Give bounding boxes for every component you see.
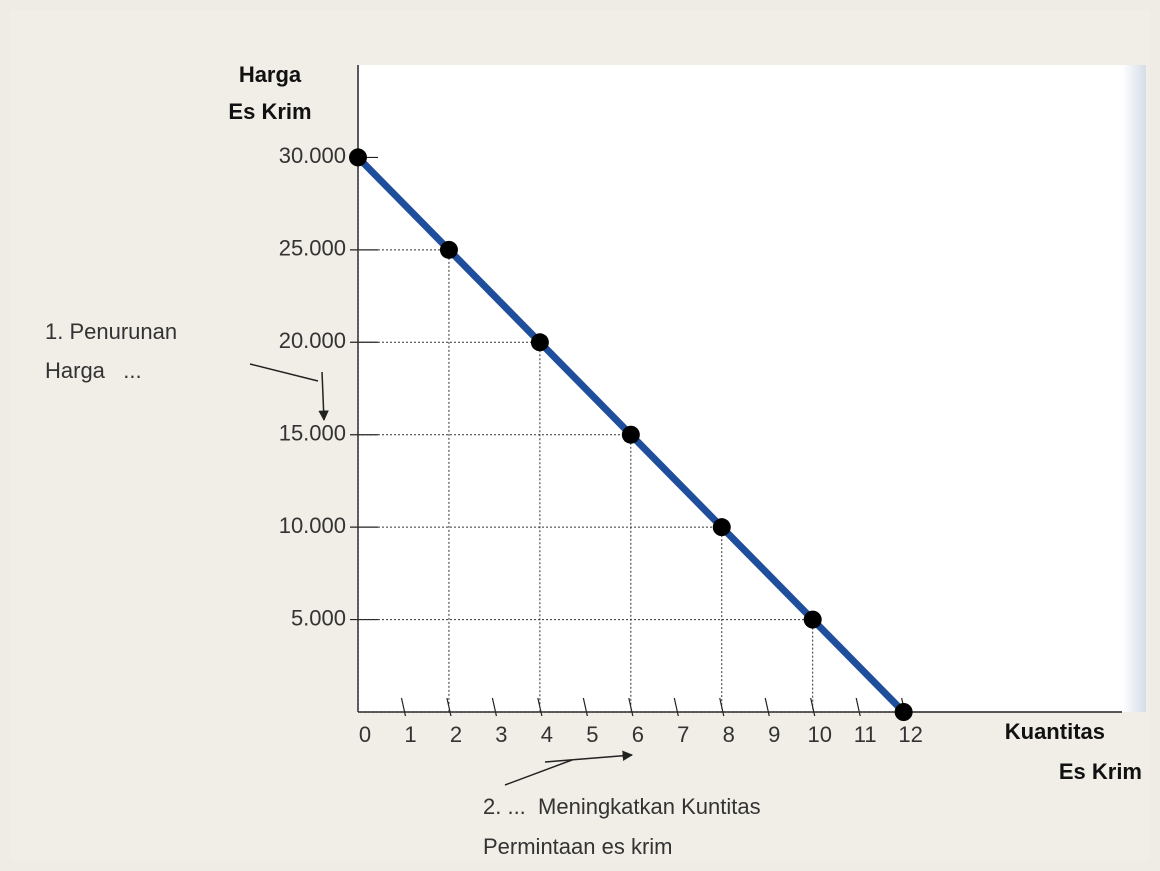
x-tick <box>491 697 497 717</box>
y-tick-label: 5.000 <box>291 605 346 630</box>
y-tick-label: 30.000 <box>279 143 346 168</box>
point <box>439 240 458 259</box>
x-tick <box>673 697 679 717</box>
x-tick <box>719 697 725 717</box>
x-tick-label: 4 <box>541 722 553 747</box>
x-tick-label: 1 <box>404 722 416 747</box>
x-tick <box>764 697 770 717</box>
x-axis-label: Es Krim <box>1059 759 1142 784</box>
annotation: 2. ... Meningkatkan Kuntitas <box>483 794 761 819</box>
y-tick-label: 15.000 <box>279 421 346 446</box>
x-tick-label: 5 <box>586 722 598 747</box>
point <box>803 610 822 629</box>
x-tick-label: 12 <box>898 722 922 747</box>
x-tick <box>400 697 407 717</box>
point <box>530 333 549 352</box>
x-tick <box>582 697 588 717</box>
point <box>349 148 367 167</box>
x-tick-label: 9 <box>768 722 780 747</box>
x-tick-label: 6 <box>632 722 644 747</box>
y-axis-label: Harga <box>239 62 302 87</box>
x-tick-label: 8 <box>723 722 735 747</box>
y-tick-label: 25.000 <box>279 236 346 261</box>
y-tick-label: 10.000 <box>279 513 346 538</box>
x-axis-label: Kuantitas <box>1005 719 1105 744</box>
x-tick <box>855 697 861 717</box>
x-tick <box>810 697 816 717</box>
arrow <box>318 371 329 422</box>
point <box>712 518 731 537</box>
arrow <box>544 750 634 763</box>
edge-strip <box>1122 65 1146 712</box>
annotation: Permintaan es krim <box>483 834 673 859</box>
annotation: 1. Penurunan <box>45 319 177 344</box>
x-tick-label: 3 <box>495 722 507 747</box>
x-tick-label: 2 <box>450 722 462 747</box>
point <box>621 425 640 444</box>
x-tick-label: 10 <box>807 722 831 747</box>
x-tick-label: 7 <box>677 722 689 747</box>
point <box>894 703 913 721</box>
annotation: Harga ... <box>45 358 142 383</box>
y-axis-label: Es Krim <box>228 99 311 124</box>
arrow <box>504 759 573 786</box>
plot-area <box>357 65 1122 712</box>
x-tick-label: 11 <box>854 722 877 747</box>
arrow <box>249 363 319 382</box>
x-tick-label: 0 <box>359 722 371 747</box>
y-tick-label: 20.000 <box>279 328 346 353</box>
